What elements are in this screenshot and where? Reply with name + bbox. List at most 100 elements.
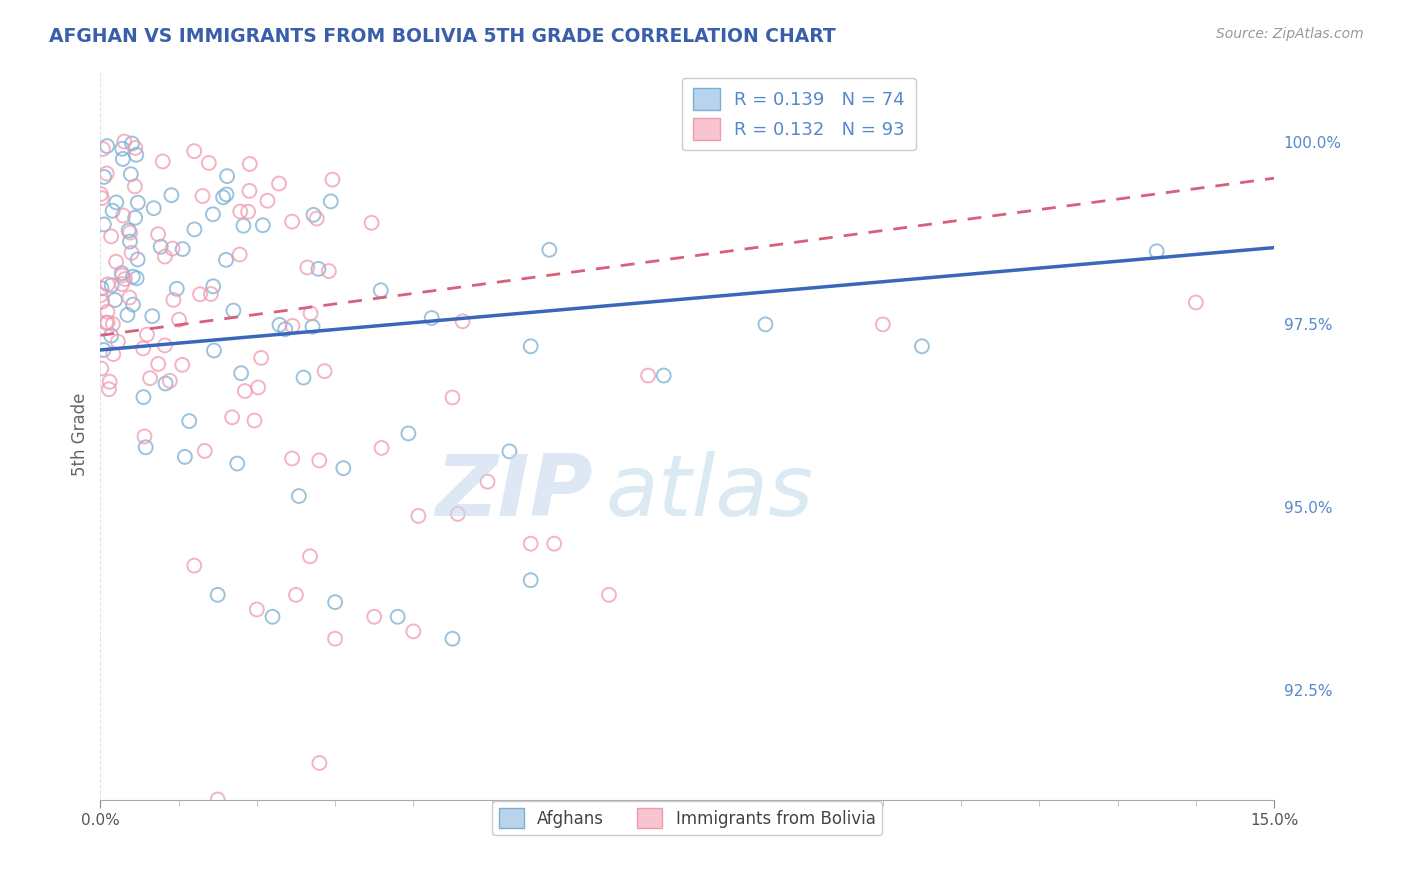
Point	[281, 214, 304, 228]
Point	[160, 188, 183, 202]
Point	[232, 219, 254, 233]
Point	[226, 457, 249, 471]
Point	[125, 148, 148, 162]
Point	[200, 287, 222, 301]
Point	[124, 141, 146, 155]
Point	[149, 240, 172, 254]
Point	[191, 189, 214, 203]
Point	[103, 347, 125, 361]
Point	[91, 142, 114, 156]
Point	[447, 507, 470, 521]
Point	[637, 368, 659, 383]
Point	[498, 444, 520, 458]
Point	[167, 312, 190, 326]
Point	[183, 558, 205, 573]
Point	[299, 306, 322, 320]
Text: ZIP: ZIP	[436, 451, 593, 534]
Point	[124, 211, 146, 225]
Point	[111, 152, 134, 166]
Point	[297, 260, 319, 275]
Point	[307, 261, 329, 276]
Point	[111, 266, 134, 280]
Point	[135, 440, 157, 454]
Point	[125, 271, 148, 285]
Point	[288, 489, 311, 503]
Point	[396, 426, 419, 441]
Point	[139, 371, 162, 385]
Point	[172, 242, 194, 256]
Point	[321, 172, 343, 186]
Point	[93, 218, 115, 232]
Point	[872, 318, 894, 332]
Point	[387, 609, 409, 624]
Point	[101, 203, 124, 218]
Point	[122, 297, 145, 311]
Point	[202, 343, 225, 358]
Point	[162, 293, 184, 307]
Point	[256, 194, 278, 208]
Point	[134, 429, 156, 443]
Point	[90, 361, 112, 376]
Point	[112, 135, 135, 149]
Point	[302, 208, 325, 222]
Point	[155, 376, 177, 391]
Point	[148, 357, 170, 371]
Point	[323, 595, 346, 609]
Point	[100, 278, 122, 293]
Point	[111, 277, 134, 292]
Point	[215, 187, 238, 202]
Point	[1185, 295, 1208, 310]
Point	[451, 314, 474, 328]
Text: AFGHAN VS IMMIGRANTS FROM BOLIVIA 5TH GRADE CORRELATION CHART: AFGHAN VS IMMIGRANTS FROM BOLIVIA 5TH GR…	[49, 27, 837, 45]
Text: Source: ZipAtlas.com: Source: ZipAtlas.com	[1216, 27, 1364, 41]
Point	[598, 588, 620, 602]
Point	[233, 384, 256, 398]
Point	[90, 191, 112, 205]
Point	[97, 316, 120, 330]
Point	[229, 366, 252, 380]
Point	[318, 264, 340, 278]
Point	[360, 216, 382, 230]
Point	[111, 268, 134, 283]
Point	[299, 549, 322, 564]
Point	[101, 317, 124, 331]
Point	[179, 414, 201, 428]
Point	[301, 319, 323, 334]
Point	[117, 223, 139, 237]
Point	[183, 144, 205, 158]
Point	[121, 245, 143, 260]
Point	[124, 179, 146, 194]
Point	[538, 243, 561, 257]
Point	[238, 184, 260, 198]
Point	[91, 294, 114, 309]
Point	[911, 339, 934, 353]
Point	[207, 792, 229, 806]
Legend: Afghans, Immigrants from Bolivia: Afghans, Immigrants from Bolivia	[492, 801, 883, 835]
Point	[262, 609, 284, 624]
Point	[420, 311, 443, 326]
Point	[207, 588, 229, 602]
Point	[183, 222, 205, 236]
Point	[305, 211, 328, 226]
Point	[162, 242, 184, 256]
Point	[100, 229, 122, 244]
Text: atlas: atlas	[605, 451, 813, 534]
Point	[308, 453, 330, 467]
Point	[159, 374, 181, 388]
Point	[97, 382, 120, 396]
Point	[274, 322, 297, 336]
Point	[132, 342, 155, 356]
Point	[441, 391, 464, 405]
Point	[93, 343, 115, 357]
Point	[121, 136, 143, 151]
Point	[90, 281, 112, 295]
Point	[212, 190, 235, 204]
Point	[370, 441, 392, 455]
Point	[188, 287, 211, 301]
Point	[402, 624, 425, 639]
Point	[105, 254, 128, 268]
Point	[215, 252, 238, 267]
Point	[229, 204, 252, 219]
Point	[118, 235, 141, 249]
Point	[323, 632, 346, 646]
